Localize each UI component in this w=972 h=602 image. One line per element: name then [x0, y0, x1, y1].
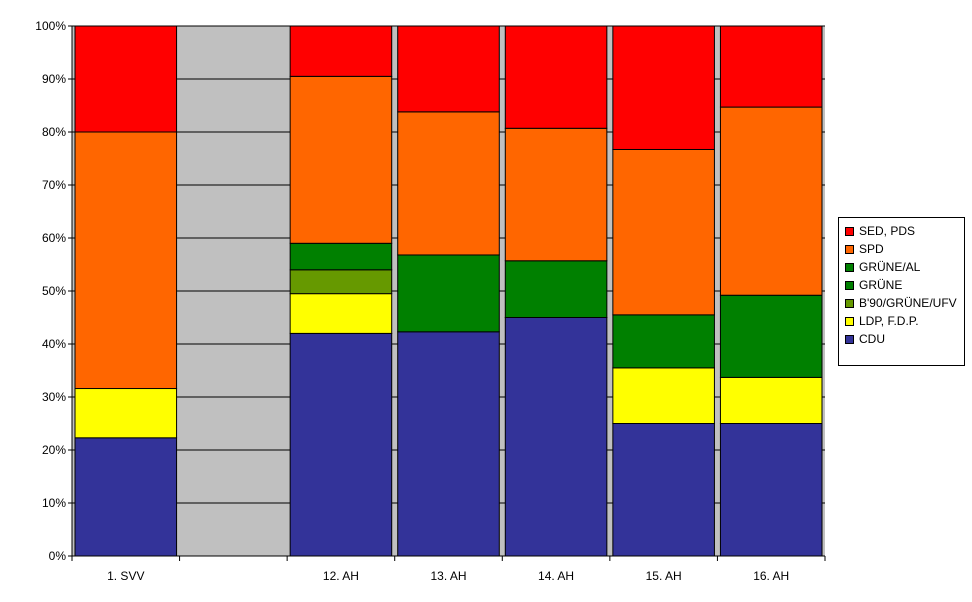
- bar-segment: [612, 148, 715, 316]
- bar-segment: [397, 254, 500, 333]
- x-tick-label: 16. AH: [753, 569, 789, 583]
- bar-segment: [504, 317, 608, 557]
- bar-segment: [289, 293, 393, 334]
- y-tick-label: 60%: [42, 231, 66, 245]
- bar-segment: [719, 294, 823, 378]
- legend-item: LDP, F.D.P.: [845, 312, 964, 330]
- bar-segment: [719, 25, 823, 108]
- y-tick-label: 70%: [42, 178, 66, 192]
- legend-swatch: [845, 316, 854, 326]
- bar-segment: [612, 25, 715, 150]
- legend-items: SED, PDS SPD GRÜNE/AL GRÜNE B'90/GRÜNE/UFV LD…: [845, 222, 964, 348]
- x-tick-label: 12. AH: [323, 569, 359, 583]
- legend-label: LDP, F.D.P.: [859, 314, 919, 328]
- y-tick-label: 40%: [42, 337, 66, 351]
- legend-label: SED, PDS: [859, 224, 916, 238]
- y-tick-labels: 0% 10% 20% 30% 40% 50% 60% 70% 80% 90% 100%: [35, 19, 66, 563]
- bar-segment: [612, 314, 715, 369]
- bar-segment: [397, 331, 500, 557]
- y-tick-label: 10%: [42, 496, 66, 510]
- bar-segment: [397, 111, 500, 256]
- legend-item: SED, PDS: [845, 222, 964, 240]
- bar-segment: [289, 332, 393, 557]
- legend-item: B'90/GRÜNE/UFV: [845, 294, 964, 312]
- x-tick-label: 1. SVV: [107, 569, 144, 583]
- legend-swatch: [845, 298, 854, 308]
- bar-segment: [74, 25, 178, 133]
- legend-item: GRÜNE: [845, 276, 964, 294]
- y-tick-label: 100%: [35, 19, 66, 33]
- bar-segment: [504, 25, 608, 129]
- legend-swatch: [845, 280, 854, 290]
- y-tick-label: 30%: [42, 390, 66, 404]
- axes: [68, 25, 826, 561]
- x-tick-label: 13. AH: [430, 569, 466, 583]
- bar-segment: [289, 242, 393, 271]
- bar-segment: [74, 131, 178, 390]
- y-tick-label: 80%: [42, 125, 66, 139]
- legend-label: CDU: [859, 332, 885, 346]
- legend-label: SPD: [859, 242, 884, 256]
- legend-swatch: [845, 226, 854, 236]
- x-tick-label: 15. AH: [646, 569, 682, 583]
- legend-swatch: [845, 262, 854, 272]
- y-tick-label: 0%: [49, 549, 67, 563]
- legend-label: B'90/GRÜNE/UFV: [859, 296, 957, 310]
- legend-label: GRÜNE: [859, 278, 903, 292]
- bar-segment: [612, 423, 715, 557]
- legend: SED, PDS SPD GRÜNE/AL GRÜNE B'90/GRÜNE/UFV LD…: [838, 217, 965, 366]
- legend-item: CDU: [845, 330, 964, 348]
- x-tick-label: 14. AH: [538, 569, 574, 583]
- bar-segment: [74, 437, 178, 557]
- bar-segment: [504, 127, 608, 262]
- bar-segment: [397, 25, 500, 113]
- legend-swatch: [845, 334, 854, 344]
- y-tick-label: 50%: [42, 284, 66, 298]
- bar-segment: [289, 269, 393, 295]
- bar-segment: [719, 376, 823, 425]
- x-tick-labels: 1. SVV 12. AH 13. AH 14. AH 15. AH 16. AH: [107, 569, 789, 583]
- legend-label: GRÜNE/AL: [859, 260, 921, 274]
- legend-swatch: [845, 244, 854, 254]
- bar-segment: [719, 106, 823, 296]
- bar-segment: [289, 25, 393, 77]
- y-tick-label: 90%: [42, 72, 66, 86]
- legend-item: SPD: [845, 240, 964, 258]
- bar-segment: [612, 367, 715, 425]
- bar-segment: [74, 388, 178, 439]
- bar-segment: [504, 260, 608, 319]
- bar-segment: [289, 75, 393, 244]
- bars: [74, 25, 823, 557]
- y-tick-label: 20%: [42, 443, 66, 457]
- bar-segment: [719, 423, 823, 557]
- legend-item: GRÜNE/AL: [845, 258, 964, 276]
